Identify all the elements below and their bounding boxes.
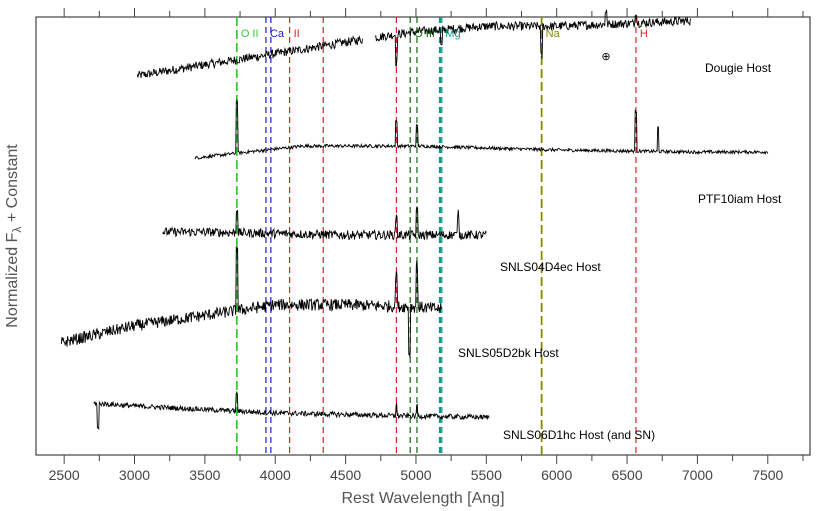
series-label: SNLS05D2bk Host	[458, 346, 559, 360]
spectrum-line	[194, 98, 769, 160]
x-tick-label: 2500	[49, 467, 80, 483]
line-label: H	[640, 28, 648, 40]
spectrum-line	[60, 246, 442, 358]
series-labels: Dougie Host PTF10iam Host SNLS04D4ec Host S…	[458, 61, 782, 442]
line-label: Na	[546, 28, 561, 40]
x-tick-label: 4500	[330, 467, 361, 483]
x-tick-label: 5500	[471, 467, 502, 483]
spectrum-line	[136, 35, 363, 79]
x-tick-label: 7000	[682, 467, 713, 483]
line-label: II	[294, 28, 300, 40]
y-axis-label: Normalized Fλ + Constant	[4, 144, 24, 328]
spectrum-line	[93, 390, 490, 431]
series-label: SNLS06D1hc Host (and SN)	[503, 428, 655, 442]
x-axis-label: Rest Wavelength [Ang]	[341, 490, 504, 507]
series-label: SNLS04D4ec Host	[500, 260, 601, 274]
x-tick-label: 4000	[260, 467, 291, 483]
x-tick-label: 5000	[400, 467, 431, 483]
line-label: O III	[414, 28, 435, 40]
x-tick-label: 6000	[541, 467, 572, 483]
x-tick-label: 3500	[189, 467, 220, 483]
line-label: Ca	[270, 28, 285, 40]
x-tick-label: 7500	[752, 467, 783, 483]
line-labels: O II Ca II O III Mg Na H ⊕	[241, 28, 648, 63]
plot-frame	[35, 16, 811, 456]
series-label: Dougie Host	[705, 61, 772, 75]
y-axis-label-suffix: + Constant	[4, 144, 21, 227]
x-tick-label: 6500	[611, 467, 642, 483]
spectrum-line	[162, 205, 487, 241]
spectrum-line	[374, 9, 691, 67]
line-label: Mg	[445, 28, 460, 40]
x-tick-label: 3000	[119, 467, 150, 483]
series-label: PTF10iam Host	[698, 192, 782, 206]
line-label: O II	[241, 28, 259, 40]
reference-lines	[235, 17, 637, 455]
axis-ticks: 2500 3000 3500 4000 4500 5000 5500 6000 6500 7000…	[49, 8, 804, 483]
y-axis-label-sub: λ	[10, 227, 24, 233]
telluric-symbol: ⊕	[601, 51, 610, 63]
spectra-series	[60, 9, 769, 431]
y-axis-label-main: Normalized F	[4, 232, 21, 327]
